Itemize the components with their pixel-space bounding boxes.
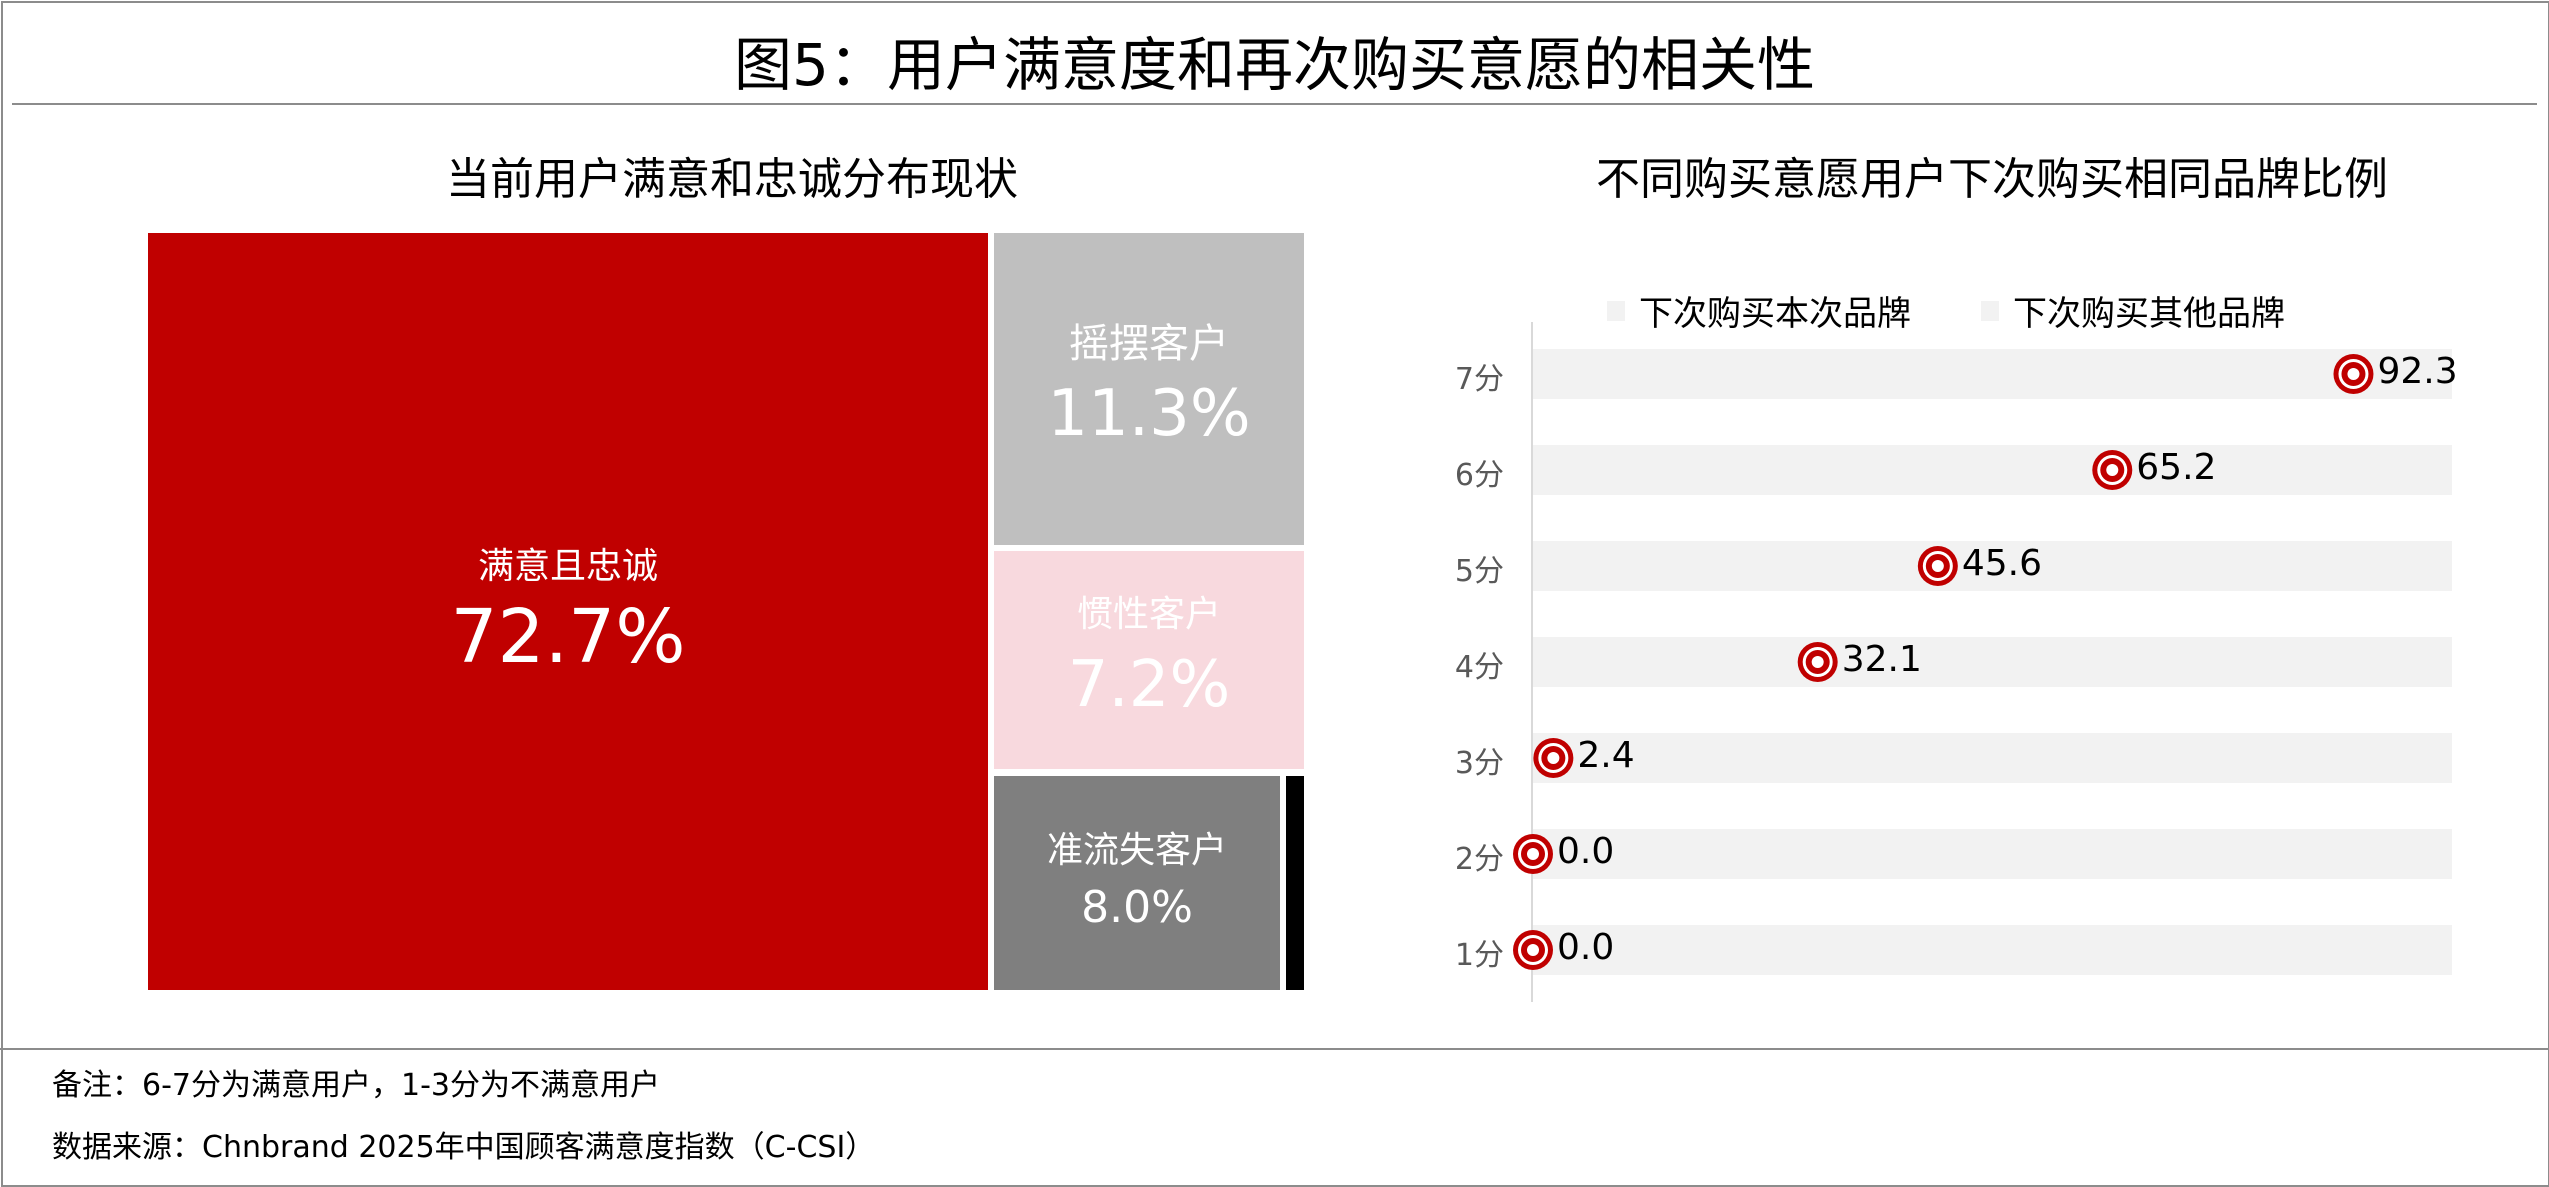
y-tick-label: 1分 bbox=[1454, 938, 1504, 973]
row-band bbox=[1532, 349, 2452, 399]
row-band bbox=[1532, 541, 2452, 591]
legend-label: 下次购买其他品牌 bbox=[2013, 294, 2285, 334]
footnote: 备注：6-7分为满意用户，1-3分为不满意用户 bbox=[52, 1068, 660, 1103]
y-tick-label: 2分 bbox=[1454, 842, 1504, 877]
data-point-marker bbox=[1513, 834, 1553, 874]
tile-swing: 摇摆客户 11.3% bbox=[994, 233, 1304, 545]
tile-value: 8.0% bbox=[1081, 882, 1193, 933]
figure-title: 图5：用户满意度和再次购买意愿的相关性 bbox=[734, 31, 1815, 99]
data-label: 2.4 bbox=[1577, 735, 1635, 776]
row-band bbox=[1532, 637, 2452, 687]
data-point-marker bbox=[1917, 546, 1958, 586]
tile-small-black bbox=[1286, 776, 1304, 990]
legend-item-same-brand: 下次购买本次品牌 bbox=[1607, 286, 1911, 335]
tile-satisfied-loyal: 满意且忠诚 72.7% bbox=[148, 233, 988, 990]
legend-item-other-brand: 下次购买其他品牌 bbox=[1981, 286, 2285, 335]
row-band bbox=[1532, 733, 2452, 783]
row-band bbox=[1532, 445, 2452, 495]
data-label: 0.0 bbox=[1557, 831, 1615, 872]
chart-title: 不同购买意愿用户下次购买相同品牌比例 bbox=[1596, 154, 2388, 205]
tile-at-risk: 准流失客户 8.0% bbox=[994, 776, 1280, 990]
data-label: 65.2 bbox=[2136, 447, 2217, 488]
title-divider bbox=[12, 103, 2537, 105]
data-label: 0.0 bbox=[1557, 927, 1615, 968]
tile-value: 7.2% bbox=[1067, 648, 1231, 722]
data-point-marker bbox=[1797, 642, 1838, 682]
legend-swatch bbox=[1607, 300, 1625, 321]
y-axis-line bbox=[1531, 322, 1533, 1002]
data-point-marker bbox=[2333, 354, 2374, 394]
tile-value: 11.3% bbox=[1047, 377, 1251, 451]
legend-swatch bbox=[1981, 300, 1999, 321]
tile-label: 满意且忠诚 bbox=[477, 545, 658, 587]
data-label: 92.3 bbox=[2377, 351, 2458, 392]
y-tick-label: 5分 bbox=[1454, 554, 1504, 589]
tile-value: 72.7% bbox=[450, 593, 686, 680]
data-label: 32.1 bbox=[1841, 639, 1922, 680]
data-point-marker bbox=[1513, 930, 1553, 970]
data-label: 45.6 bbox=[1961, 543, 2042, 584]
y-tick-label: 3分 bbox=[1454, 746, 1504, 781]
data-point-marker bbox=[2092, 450, 2133, 490]
footer-divider bbox=[0, 1048, 2549, 1050]
row-band bbox=[1532, 829, 2452, 879]
tile-label: 准流失客户 bbox=[1046, 830, 1227, 871]
y-tick-label: 7分 bbox=[1454, 362, 1504, 397]
row-band bbox=[1532, 925, 2452, 975]
data-point-marker bbox=[1533, 738, 1574, 778]
tile-inertia: 惯性客户 7.2% bbox=[994, 551, 1304, 769]
legend-label: 下次购买本次品牌 bbox=[1639, 294, 1911, 334]
tile-label: 摇摆客户 bbox=[1069, 321, 1229, 367]
treemap-title: 当前用户满意和忠诚分布现状 bbox=[446, 154, 1018, 205]
tile-label: 惯性客户 bbox=[1076, 594, 1221, 635]
y-tick-label: 4分 bbox=[1454, 650, 1504, 685]
y-tick-label: 6分 bbox=[1454, 458, 1504, 493]
data-source: 数据来源：Chnbrand 2025年中国顾客满意度指数（C-CSI） bbox=[52, 1130, 876, 1165]
